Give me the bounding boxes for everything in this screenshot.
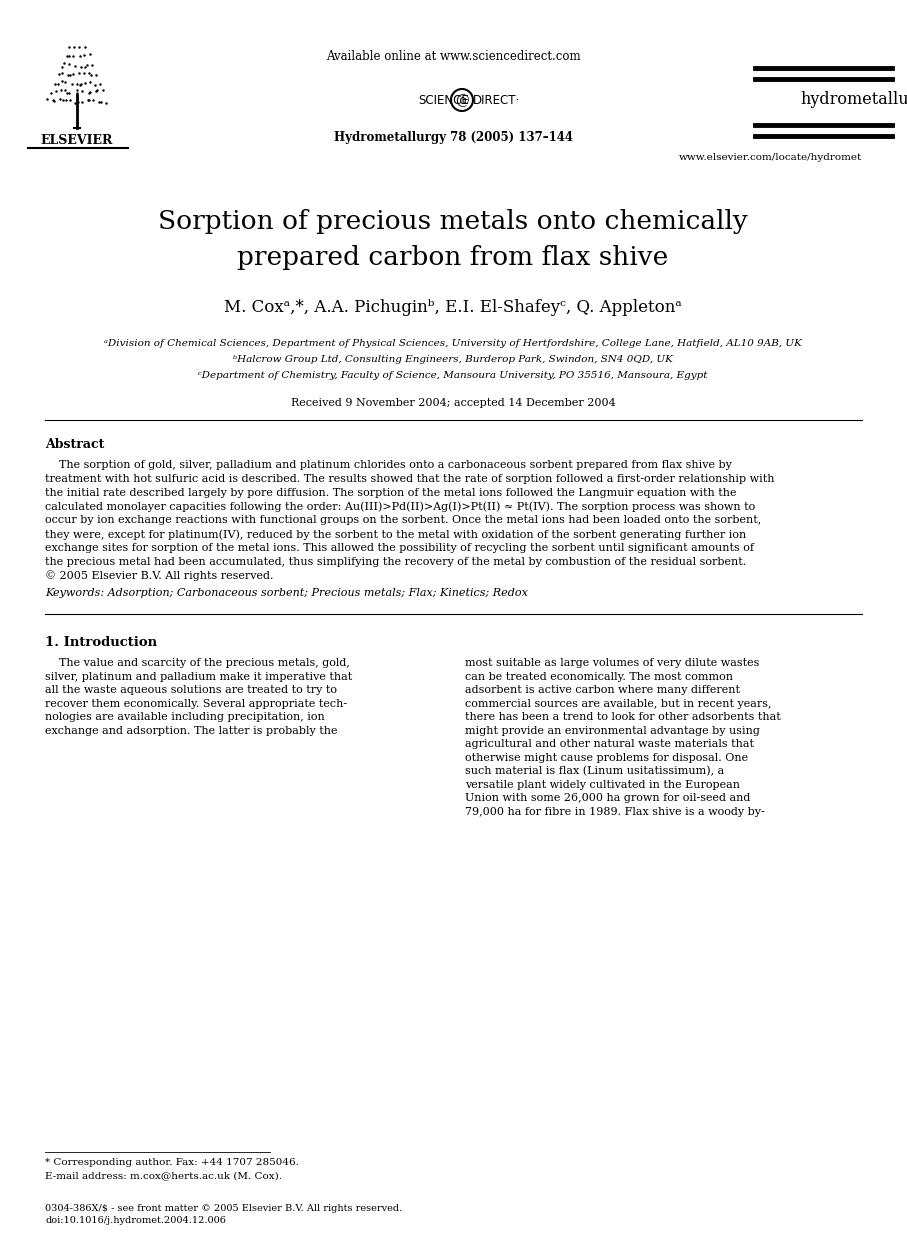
Text: exchange and adsorption. The latter is probably the: exchange and adsorption. The latter is p… bbox=[45, 725, 337, 735]
Text: otherwise might cause problems for disposal. One: otherwise might cause problems for dispo… bbox=[465, 753, 748, 763]
Text: Abstract: Abstract bbox=[45, 438, 104, 451]
Text: Hydrometallurgy 78 (2005) 137–144: Hydrometallurgy 78 (2005) 137–144 bbox=[334, 131, 572, 145]
Text: can be treated economically. The most common: can be treated economically. The most co… bbox=[465, 672, 733, 682]
Text: such material is flax (Linum usitatissimum), a: such material is flax (Linum usitatissim… bbox=[465, 766, 725, 776]
Text: Keywords: Adsorption; Carbonaceous sorbent; Precious metals; Flax; Kinetics; Red: Keywords: Adsorption; Carbonaceous sorbe… bbox=[45, 588, 528, 598]
Text: Received 9 November 2004; accepted 14 December 2004: Received 9 November 2004; accepted 14 De… bbox=[290, 397, 615, 409]
Text: all the waste aqueous solutions are treated to try to: all the waste aqueous solutions are trea… bbox=[45, 685, 337, 696]
Text: exchange sites for sorption of the metal ions. This allowed the possibility of r: exchange sites for sorption of the metal… bbox=[45, 542, 754, 553]
Text: the initial rate described largely by pore diffusion. The sorption of the metal : the initial rate described largely by po… bbox=[45, 488, 736, 498]
Text: ELSEVIER: ELSEVIER bbox=[41, 134, 113, 146]
Text: calculated monolayer capacities following the order: Au(III)>Pd(II)>Ag(I)>Pt(II): calculated monolayer capacities followin… bbox=[45, 501, 756, 513]
Text: Union with some 26,000 ha grown for oil-seed and: Union with some 26,000 ha grown for oil-… bbox=[465, 794, 750, 803]
Text: doi:10.1016/j.hydromet.2004.12.006: doi:10.1016/j.hydromet.2004.12.006 bbox=[45, 1216, 226, 1224]
Text: 0304-386X/$ - see front matter © 2005 Elsevier B.V. All rights reserved.: 0304-386X/$ - see front matter © 2005 El… bbox=[45, 1205, 402, 1213]
Text: commercial sources are available, but in recent years,: commercial sources are available, but in… bbox=[465, 698, 772, 708]
Text: the precious metal had been accumulated, thus simplifying the recovery of the me: the precious metal had been accumulated,… bbox=[45, 557, 746, 567]
Text: ᵃDivision of Chemical Sciences, Department of Physical Sciences, University of H: ᵃDivision of Chemical Sciences, Departme… bbox=[104, 338, 802, 348]
Text: might provide an environmental advantage by using: might provide an environmental advantage… bbox=[465, 725, 760, 735]
Text: The value and scarcity of the precious metals, gold,: The value and scarcity of the precious m… bbox=[45, 659, 350, 669]
Text: Sorption of precious metals onto chemically: Sorption of precious metals onto chemica… bbox=[158, 209, 748, 234]
Text: E-mail address: m.cox@herts.ac.uk (M. Cox).: E-mail address: m.cox@herts.ac.uk (M. Co… bbox=[45, 1171, 282, 1180]
Text: The sorption of gold, silver, palladium and platinum chlorides onto a carbonaceo: The sorption of gold, silver, palladium … bbox=[45, 461, 732, 470]
Text: ᵇHalcrow Group Ltd, Consulting Engineers, Burderop Park, Swindon, SN4 0QD, UK: ᵇHalcrow Group Ltd, Consulting Engineers… bbox=[233, 354, 673, 364]
Text: 1. Introduction: 1. Introduction bbox=[45, 636, 157, 649]
Text: @: @ bbox=[455, 93, 469, 106]
Text: silver, platinum and palladium make it imperative that: silver, platinum and palladium make it i… bbox=[45, 672, 352, 682]
Text: DIRECT·: DIRECT· bbox=[473, 94, 521, 106]
Text: nologies are available including precipitation, ion: nologies are available including precipi… bbox=[45, 712, 325, 722]
Text: © 2005 Elsevier B.V. All rights reserved.: © 2005 Elsevier B.V. All rights reserved… bbox=[45, 571, 274, 581]
Text: recover them economically. Several appropriate tech-: recover them economically. Several appro… bbox=[45, 698, 347, 708]
Text: most suitable as large volumes of very dilute wastes: most suitable as large volumes of very d… bbox=[465, 659, 759, 669]
Text: hydrometallurgy: hydrometallurgy bbox=[800, 92, 907, 109]
Text: 79,000 ha for fibre in 1989. Flax shive is a woody by-: 79,000 ha for fibre in 1989. Flax shive … bbox=[465, 807, 765, 817]
Text: there has been a trend to look for other adsorbents that: there has been a trend to look for other… bbox=[465, 712, 781, 722]
Text: adsorbent is active carbon where many different: adsorbent is active carbon where many di… bbox=[465, 685, 740, 696]
Text: Available online at www.sciencedirect.com: Available online at www.sciencedirect.co… bbox=[326, 51, 580, 63]
Text: they were, except for platinum(IV), reduced by the sorbent to the metal with oxi: they were, except for platinum(IV), redu… bbox=[45, 529, 746, 540]
Text: ᶜDepartment of Chemistry, Faculty of Science, Mansoura University, PO 35516, Man: ᶜDepartment of Chemistry, Faculty of Sci… bbox=[199, 370, 707, 380]
Text: prepared carbon from flax shive: prepared carbon from flax shive bbox=[238, 245, 668, 270]
Text: * Corresponding author. Fax: +44 1707 285046.: * Corresponding author. Fax: +44 1707 28… bbox=[45, 1158, 299, 1167]
Text: SCIENCE: SCIENCE bbox=[418, 94, 469, 106]
Text: M. Coxᵃ,*, A.A. Pichuginᵇ, E.I. El-Shafeyᶜ, Q. Appletonᵃ: M. Coxᵃ,*, A.A. Pichuginᵇ, E.I. El-Shafe… bbox=[224, 300, 682, 317]
Text: agricultural and other natural waste materials that: agricultural and other natural waste mat… bbox=[465, 739, 754, 749]
Text: versatile plant widely cultivated in the European: versatile plant widely cultivated in the… bbox=[465, 780, 740, 790]
Text: www.elsevier.com/locate/hydromet: www.elsevier.com/locate/hydromet bbox=[678, 152, 862, 161]
Text: occur by ion exchange reactions with functional groups on the sorbent. Once the : occur by ion exchange reactions with fun… bbox=[45, 515, 761, 525]
Text: treatment with hot sulfuric acid is described. The results showed that the rate : treatment with hot sulfuric acid is desc… bbox=[45, 474, 775, 484]
